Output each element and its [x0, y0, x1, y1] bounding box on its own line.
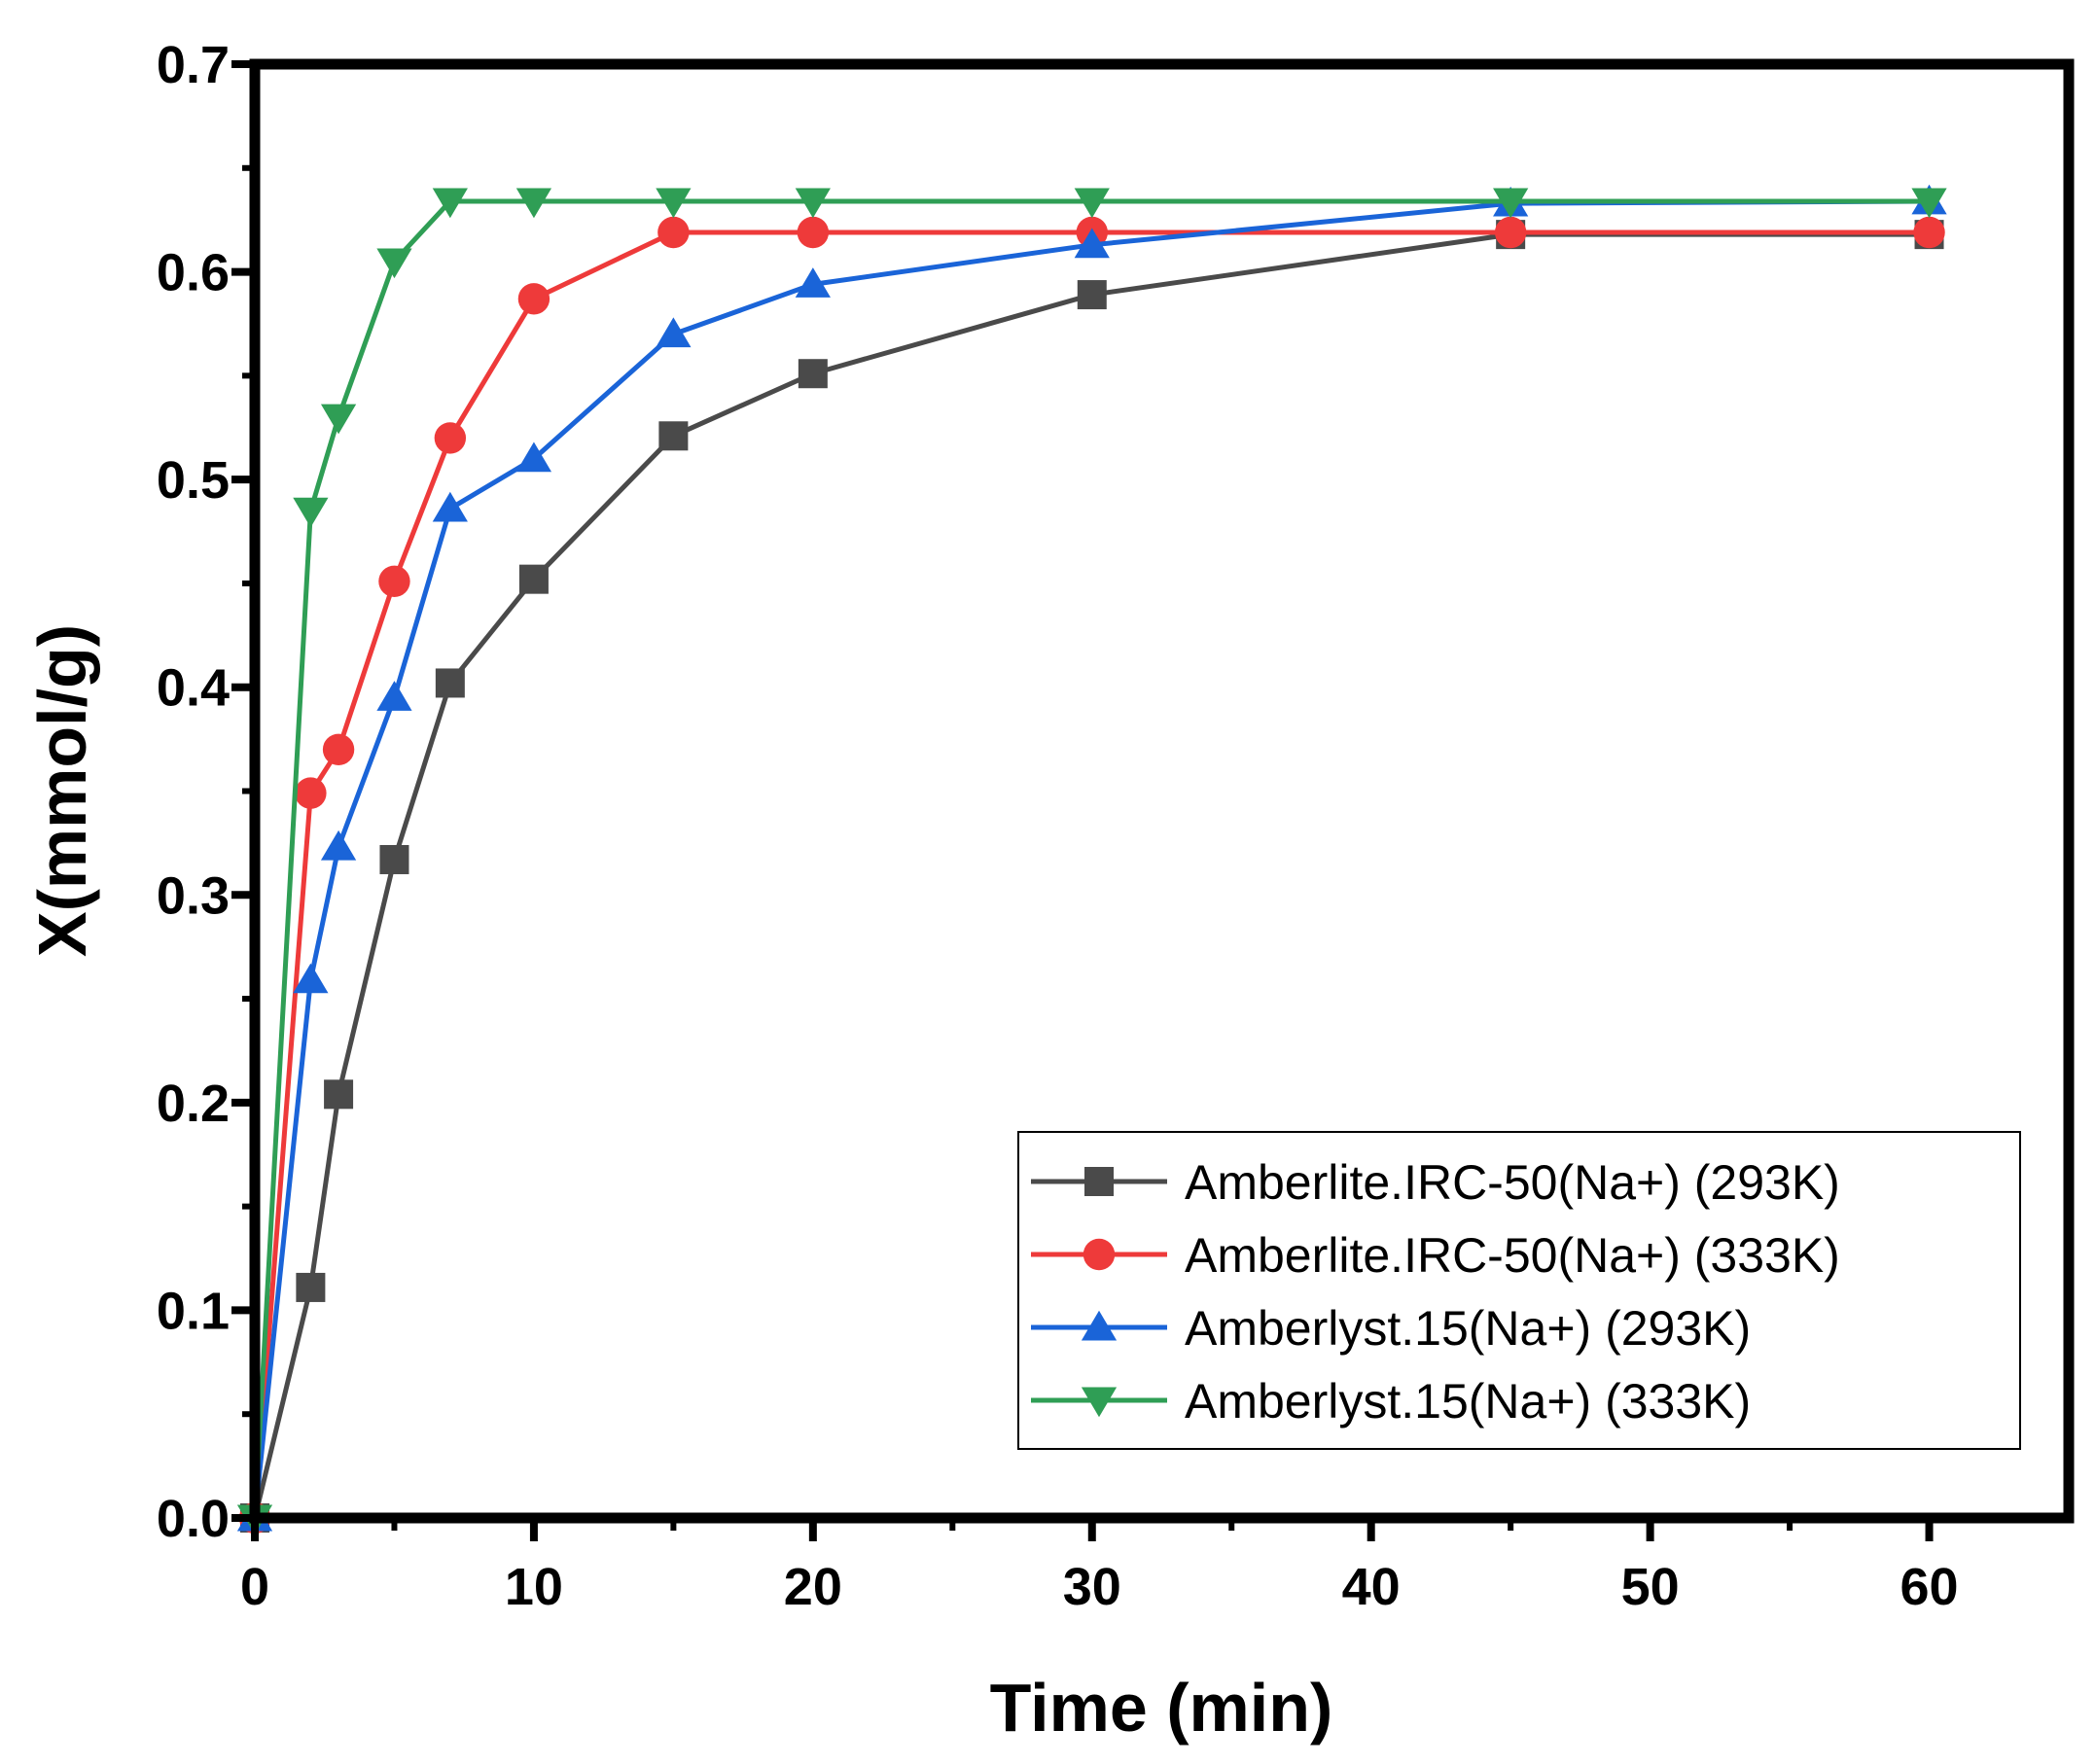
legend: Amberlite.IRC-50(Na+) (293K) Amberlite.IR… — [1017, 1131, 2021, 1450]
data-point — [517, 283, 550, 315]
legend-label: Amberlyst.15(Na+) (333K) — [1185, 1374, 1751, 1429]
data-point — [518, 564, 549, 594]
data-point — [1074, 188, 1110, 219]
data-point — [1074, 228, 1110, 259]
x-axis-title: Time (min) — [990, 1670, 1333, 1746]
legend-label: Amberlite.IRC-50(Na+) (333K) — [1185, 1228, 1840, 1283]
y-axis-title: X(mmol/g) — [24, 624, 100, 957]
data-point — [378, 565, 410, 597]
x-tick-label: 20 — [784, 1558, 842, 1616]
data-point — [657, 216, 690, 249]
y-tick-label: 0.6 — [157, 244, 230, 302]
legend-entry-4: Amberlyst.15(Na+) (333K) — [1031, 1374, 1751, 1429]
y-tick-label: 0.1 — [157, 1282, 230, 1340]
data-point — [795, 267, 831, 298]
legend-marker — [1084, 1167, 1114, 1196]
data-point — [322, 733, 355, 765]
data-point — [515, 188, 552, 219]
data-point — [434, 422, 467, 454]
y-tick-label: 0.5 — [157, 451, 230, 510]
y-tick-label: 0.3 — [157, 866, 230, 925]
legend-entry-2: Amberlite.IRC-50(Na+) (333K) — [1031, 1228, 1840, 1283]
x-tick-label: 10 — [505, 1558, 563, 1616]
legend-label: Amberlyst.15(Na+) (293K) — [1185, 1301, 1751, 1356]
data-point — [797, 216, 830, 249]
y-tick-label: 0.4 — [157, 659, 230, 718]
legend-box — [1017, 1131, 2021, 1450]
series-1 — [240, 220, 1944, 1533]
data-point — [1911, 188, 1947, 219]
data-point — [798, 359, 828, 389]
data-point — [376, 248, 412, 279]
data-point — [795, 188, 831, 219]
series-4 — [236, 188, 1947, 1535]
data-point — [656, 188, 692, 219]
legend-entry-1: Amberlite.IRC-50(Na+) (293K) — [1031, 1155, 1840, 1210]
data-point — [515, 441, 552, 473]
x-tick-label: 0 — [240, 1558, 269, 1616]
data-point — [293, 963, 329, 994]
data-point — [658, 421, 689, 451]
x-tick-label: 50 — [1621, 1558, 1680, 1616]
series-3 — [236, 184, 1947, 1532]
x-tick-label: 60 — [1900, 1558, 1958, 1616]
data-point — [432, 188, 468, 219]
data-point — [1493, 188, 1529, 219]
legend-marker — [1081, 1387, 1118, 1418]
y-tick-label: 0.7 — [157, 36, 230, 94]
data-point — [376, 681, 412, 711]
legend-marker — [1081, 1310, 1118, 1341]
legend-entry-3: Amberlyst.15(Na+) (293K) — [1031, 1301, 1751, 1356]
x-tick-label: 40 — [1342, 1558, 1401, 1616]
y-tick-label: 0.0 — [157, 1490, 230, 1548]
series-layer — [236, 184, 1947, 1535]
data-point — [435, 668, 465, 698]
data-point — [432, 491, 468, 522]
data-point — [379, 844, 409, 874]
data-point — [1494, 216, 1527, 249]
ticks-layer: 0 10 20 30 40 50 60 0.0 0.1 0.2 0.3 0.4 0.5 0.6 0.7 — [157, 36, 1959, 1616]
x-tick-label: 30 — [1063, 1558, 1121, 1616]
data-point — [320, 404, 357, 435]
legend-marker — [1083, 1238, 1116, 1271]
data-point — [295, 777, 327, 809]
data-point — [656, 317, 692, 348]
legend-label: Amberlite.IRC-50(Na+) (293K) — [1185, 1155, 1840, 1210]
y-tick-label: 0.2 — [157, 1075, 230, 1133]
data-point — [296, 1272, 326, 1302]
data-point — [320, 829, 357, 861]
data-point — [324, 1079, 354, 1110]
data-point — [1077, 280, 1107, 310]
data-point — [293, 497, 329, 528]
data-point — [1913, 216, 1945, 249]
